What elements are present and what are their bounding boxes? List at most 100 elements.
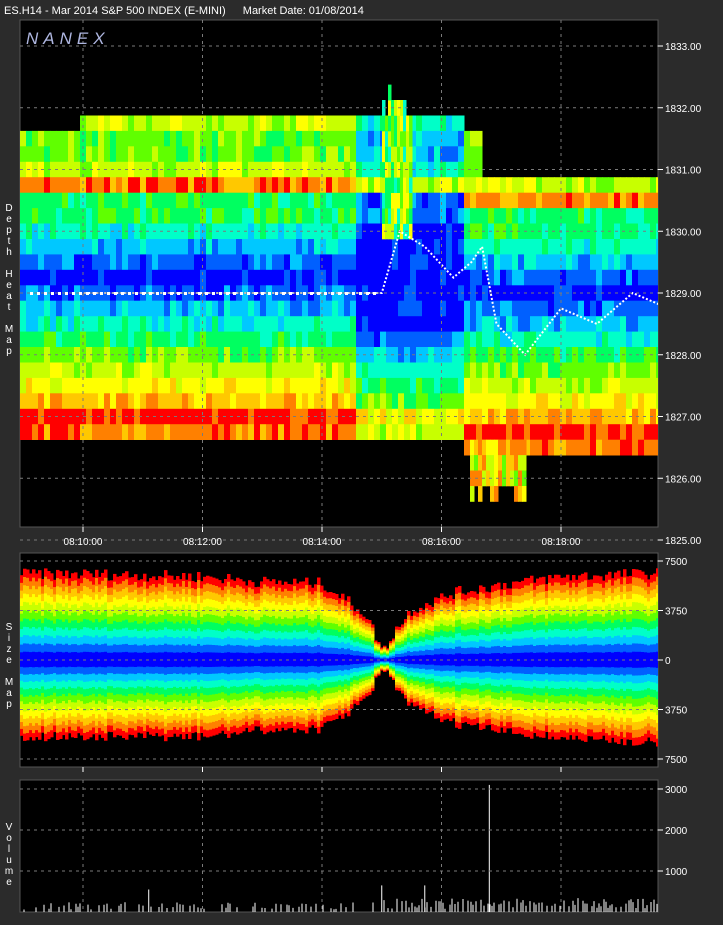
- heat-cell: [458, 208, 465, 224]
- heat-cell: [278, 146, 285, 163]
- heat-cell: [440, 362, 447, 379]
- heat-cell: [110, 331, 117, 348]
- heat-cell: [391, 208, 395, 224]
- heat-cell: [458, 146, 465, 163]
- heat-cell: [368, 424, 375, 440]
- heat-cell: [344, 130, 351, 147]
- heat-cell: [284, 115, 291, 132]
- heat-cell: [584, 177, 591, 193]
- heat-cell: [464, 130, 471, 147]
- heat-cell: [362, 331, 369, 348]
- size-band: [65, 660, 69, 668]
- heat-cell: [548, 393, 555, 410]
- heat-cell: [524, 223, 531, 240]
- heat-cell: [476, 208, 483, 224]
- heat-cell: [494, 393, 501, 410]
- heat-cell: [380, 393, 387, 410]
- heat-cell: [398, 254, 405, 271]
- heat-cell: [236, 177, 243, 193]
- heat-cell: [510, 455, 515, 471]
- heat-cell: [542, 316, 549, 332]
- heat-cell: [206, 331, 213, 348]
- size-band: [236, 652, 240, 660]
- heat-cell: [278, 269, 285, 286]
- size-band: [341, 654, 345, 660]
- heat-cell: [56, 300, 63, 317]
- heat-cell: [152, 208, 159, 224]
- heat-cell: [296, 239, 303, 255]
- heat-cell: [650, 239, 657, 255]
- heat-cell: [164, 239, 171, 255]
- heat-cell: [26, 208, 33, 224]
- heat-cell: [134, 347, 141, 363]
- size-band: [158, 644, 162, 660]
- heat-cell: [116, 254, 123, 271]
- size-band: [347, 654, 351, 660]
- size-band: [107, 660, 111, 674]
- heat-cell: [350, 377, 357, 394]
- heat-cell: [422, 408, 429, 425]
- heat-cell: [350, 177, 357, 193]
- heat-cell: [266, 300, 273, 317]
- heat-cell: [314, 362, 321, 379]
- heat-cell: [602, 362, 609, 379]
- heat-cell: [500, 362, 507, 379]
- heat-cell: [632, 192, 639, 209]
- heat-cell: [104, 347, 111, 363]
- heat-cell: [584, 316, 591, 332]
- size-band: [188, 660, 192, 668]
- heat-cell: [326, 130, 333, 147]
- size-band: [191, 660, 195, 674]
- heat-cell: [230, 408, 237, 425]
- heat-cell: [26, 316, 33, 332]
- size-band: [134, 652, 138, 660]
- heat-cell: [326, 192, 333, 209]
- heat-cell: [530, 424, 537, 440]
- heat-cell: [290, 362, 297, 379]
- trade-tick: [324, 292, 327, 295]
- heat-cell: [296, 192, 303, 209]
- heat-cell: [428, 316, 435, 332]
- heat-cell: [308, 269, 315, 286]
- heat-cell: [602, 192, 609, 209]
- heat-cell: [638, 408, 645, 425]
- heat-cell: [394, 192, 398, 209]
- heat-cell: [266, 424, 273, 440]
- heat-cell: [626, 377, 633, 394]
- heat-cell: [614, 208, 621, 224]
- heat-cell: [566, 424, 573, 440]
- heat-cell: [248, 269, 255, 286]
- heat-cell: [464, 269, 471, 286]
- heat-cell: [584, 377, 591, 394]
- heat-cell: [644, 377, 651, 394]
- heat-cell: [50, 177, 57, 193]
- heat-cell: [602, 424, 609, 440]
- heat-cell: [302, 192, 309, 209]
- heat-cell: [194, 130, 201, 147]
- size-band: [203, 660, 207, 667]
- heat-cell: [464, 161, 471, 178]
- heat-cell: [176, 177, 183, 193]
- heat-cell: [578, 239, 585, 255]
- heat-cell: [518, 470, 523, 487]
- heat-cell: [584, 300, 591, 317]
- heat-cell: [572, 377, 579, 394]
- heat-cell: [170, 223, 177, 240]
- heat-cell: [650, 377, 657, 394]
- heat-cell: [428, 254, 435, 271]
- heat-cell: [194, 254, 201, 271]
- heat-cell: [536, 316, 543, 332]
- heat-cell: [122, 393, 129, 410]
- heat-cell: [254, 161, 261, 178]
- size-band: [314, 660, 318, 667]
- heat-cell: [486, 455, 491, 471]
- heat-cell: [176, 239, 183, 255]
- heat-cell: [403, 146, 407, 163]
- size-band: [86, 660, 90, 668]
- heat-cell: [350, 408, 357, 425]
- heat-cell: [230, 269, 237, 286]
- heat-cell: [32, 316, 39, 332]
- heat-cell: [498, 455, 503, 471]
- heat-cell: [44, 130, 51, 147]
- heat-cell: [350, 316, 357, 332]
